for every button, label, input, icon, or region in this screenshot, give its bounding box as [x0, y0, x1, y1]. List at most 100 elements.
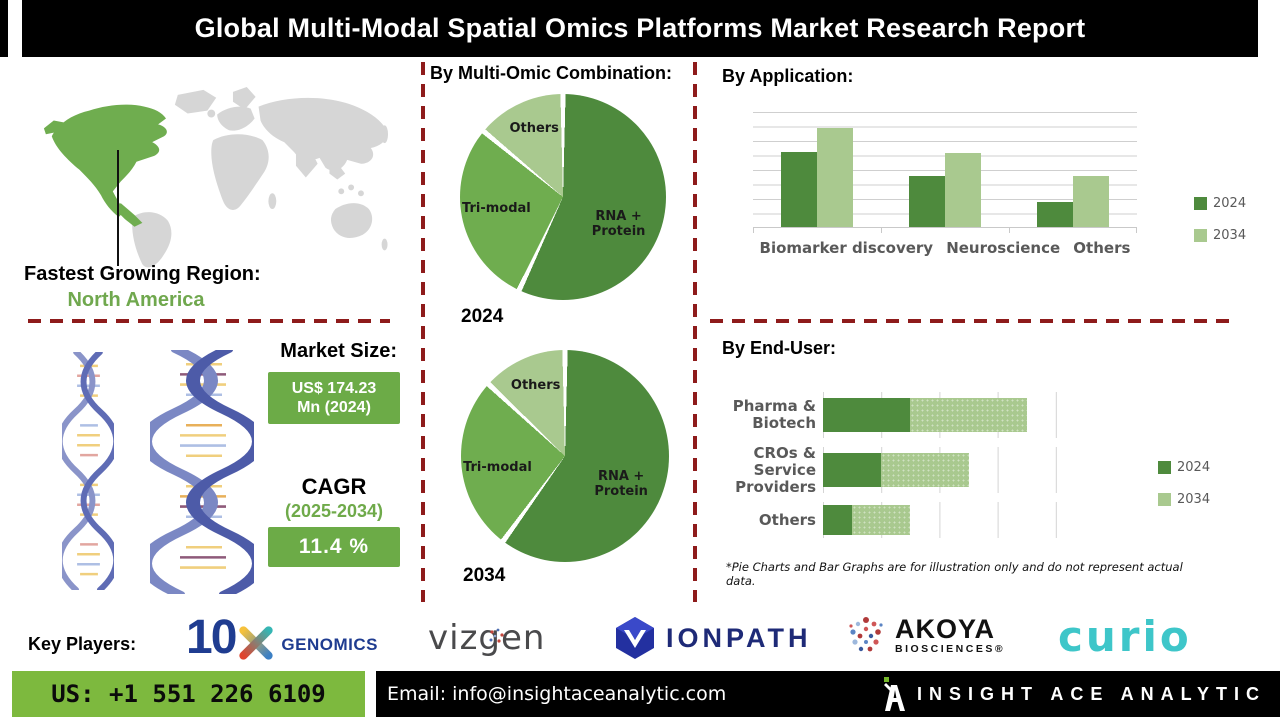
- market-size-value-box: US$ 174.23 Mn (2024): [268, 372, 400, 424]
- segment-cros-2034: [881, 453, 969, 487]
- legend-item-2024: 2024: [1194, 196, 1246, 211]
- dna-helix-large-icon: [150, 350, 254, 594]
- segment-others-2034: [852, 505, 911, 535]
- legend-label-2034: 2034: [1177, 492, 1211, 507]
- end-user-row-others: Others: [700, 502, 1100, 538]
- logo-vizgen: vizgen: [428, 618, 545, 658]
- brand-block: INSIGHT ACE ANALYTIC: [883, 677, 1266, 711]
- horizontal-divider-left: [28, 319, 390, 323]
- end-user-stacked-bar-chart: Pharma & Biotech CROs & Service Provider…: [700, 392, 1100, 550]
- market-size-block: Market Size: US$ 174.23 Mn (2024) CAGR (…: [268, 340, 400, 567]
- phone-number: US: +1 551 226 6109: [51, 680, 326, 708]
- bar-biomarker-2024: [781, 152, 817, 227]
- segment-pharma-2024: [823, 398, 911, 432]
- pie-chart-2034: Others Tri-modal RNA + Protein: [461, 350, 669, 562]
- end-user-track-others: [823, 502, 1085, 538]
- pie1-year-label: 2024: [461, 306, 504, 327]
- dna-helix-small-icon: [62, 352, 114, 590]
- end-user-row-cros: CROs & Service Providers: [700, 443, 1100, 496]
- brand-name: INSIGHT ACE ANALYTIC: [916, 683, 1266, 704]
- bar-group-biomarker: [781, 112, 853, 227]
- world-map-graphic: [43, 86, 389, 268]
- footer-phone-box: US: +1 551 226 6109: [12, 671, 365, 717]
- legend-label-2024: 2024: [1213, 196, 1247, 211]
- ionpath-text: IONPATH: [666, 622, 812, 653]
- bar-biomarker-2034: [817, 128, 853, 227]
- tenx-x-icon: [239, 625, 274, 660]
- logo-10x-genomics: 10 GENOMICS: [186, 610, 378, 665]
- bar-neuroscience-2034: [945, 153, 981, 227]
- cagr-label: CAGR: [301, 474, 367, 499]
- akoya-text: AKOYA: [895, 613, 996, 644]
- bar-group-others: [1037, 112, 1109, 227]
- cagr-value-box: 11.4 %: [268, 527, 400, 567]
- legend-swatch-2034: [1158, 493, 1171, 506]
- market-size-value-line2: Mn (2024): [297, 399, 371, 416]
- akoya-subtext: BIOSCIENCES®: [895, 642, 1006, 655]
- end-user-label-others: Others: [758, 510, 816, 529]
- bar-others-2034: [1073, 176, 1109, 227]
- section-title-combination: By Multi-Omic Combination:: [430, 63, 672, 83]
- segment-cros-2024: [823, 453, 882, 487]
- curio-text: curio: [1058, 612, 1192, 661]
- end-user-label-pharma: Pharma & Biotech: [732, 397, 816, 432]
- bar-others-2024: [1037, 201, 1073, 227]
- akoya-dots-icon: [849, 617, 883, 652]
- pie1-label-rna-protein: RNA + Protein: [591, 209, 646, 240]
- end-user-label-cros: CROs & Service Providers: [735, 443, 816, 496]
- legend-label-2034: 2034: [1213, 228, 1247, 243]
- region-label: Fastest Growing Region:: [24, 263, 261, 285]
- map-callout-line: [117, 150, 119, 266]
- x-axis-tick: [1009, 228, 1010, 233]
- application-bar-chart: [753, 112, 1137, 228]
- dna-illustration: [58, 350, 258, 594]
- end-user-track-pharma: [823, 392, 1085, 438]
- pie1-label-others: Others: [509, 120, 559, 136]
- vertical-divider-left: [421, 62, 425, 602]
- horizontal-divider-right: [710, 319, 1237, 323]
- legend-item-2034: 2034: [1158, 492, 1210, 507]
- fastest-growing-region: Fastest Growing Region: North America: [24, 263, 261, 312]
- world-map: [35, 85, 425, 277]
- vertical-divider-right: [693, 62, 697, 602]
- pie2-year-label: 2034: [463, 565, 506, 586]
- legend-swatch-2024: [1158, 461, 1171, 474]
- bar-group-neuroscience: [909, 112, 981, 227]
- legend-swatch-2034: [1194, 229, 1207, 242]
- segment-others-2024: [823, 505, 853, 535]
- legend-swatch-2024: [1194, 197, 1207, 210]
- legend-item-2024: 2024: [1158, 460, 1210, 475]
- tenx-number: 10: [186, 611, 237, 664]
- pie2-label-rna-protein: RNA + Protein: [594, 468, 648, 499]
- pie-chart-2024: Others Tri-modal RNA + Protein: [460, 94, 666, 300]
- end-user-legend: 2024 2034: [1158, 460, 1210, 507]
- logo-curio: curio: [1058, 612, 1192, 661]
- ionpath-hexagon-icon: [616, 617, 654, 659]
- x-axis-tick: [881, 228, 882, 233]
- bar-neuroscience-2024: [909, 176, 945, 227]
- logo-ionpath: IONPATH: [614, 615, 812, 661]
- market-size-label: Market Size:: [280, 340, 397, 362]
- disclaimer-note: *Pie Charts and Bar Graphs are for illus…: [726, 560, 1183, 588]
- x-axis-tick: [1136, 228, 1137, 233]
- market-size-value-line1: US$ 174.23: [291, 380, 377, 397]
- cagr-period: (2025-2034): [284, 501, 384, 521]
- end-user-track-cros: [823, 447, 1085, 493]
- section-title-end-user: By End-User:: [722, 338, 837, 358]
- region-value: North America: [67, 289, 205, 311]
- section-title-application: By Application:: [722, 66, 854, 86]
- category-neuroscience: Neuroscience: [946, 239, 1061, 257]
- end-user-row-pharma: Pharma & Biotech: [700, 392, 1100, 438]
- insight-ace-logo-icon: [883, 677, 905, 711]
- pie1-label-tri-modal: Tri-modal: [462, 201, 531, 217]
- category-biomarker-discovery: Biomarker discovery: [759, 239, 934, 257]
- logo-akoya-biosciences: AKOYA BIOSCIENCES®: [843, 612, 1005, 658]
- legend-label-2024: 2024: [1177, 460, 1211, 475]
- legend-item-2034: 2034: [1194, 228, 1246, 243]
- segment-pharma-2034: [910, 398, 1027, 432]
- vizgen-dots-icon: [489, 628, 504, 643]
- category-others: Others: [1073, 239, 1131, 257]
- vizgen-text: vizgen: [428, 618, 546, 658]
- pie2-label-others: Others: [510, 377, 561, 393]
